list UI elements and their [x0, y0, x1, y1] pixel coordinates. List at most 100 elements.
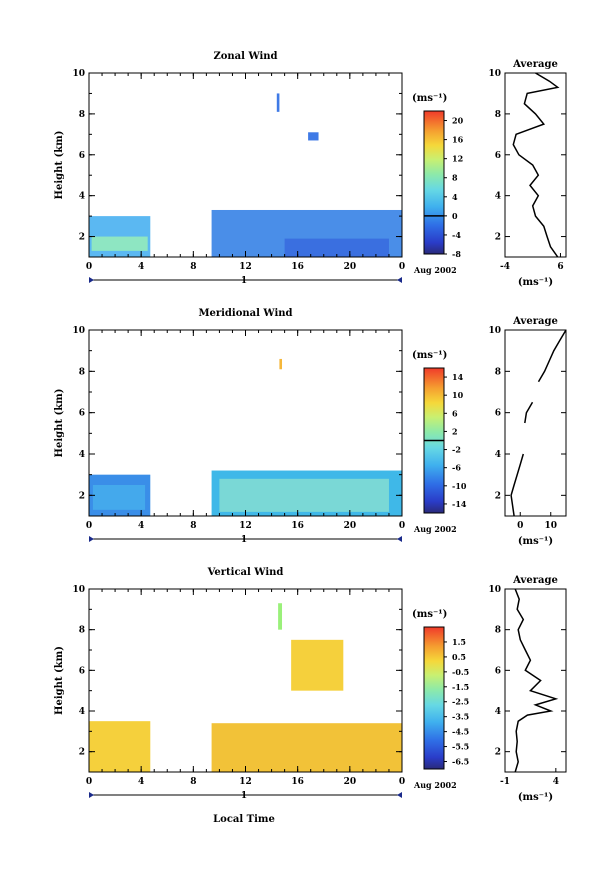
heatmap-cells [89, 603, 402, 772]
average-y-tick-label: 2 [495, 491, 501, 501]
average-y-tick-label: 2 [495, 748, 501, 758]
y-tick-label: 4 [79, 707, 85, 717]
average-x-tick-label: -1 [500, 777, 510, 787]
heatmap-cells [89, 358, 402, 516]
average-y-tick-label: 10 [488, 585, 501, 595]
average-x-tick-label: 6 [557, 262, 563, 272]
x-tick-label: 16 [291, 777, 304, 787]
y-tick-label: 6 [79, 151, 85, 161]
day-bar-start-marker [89, 277, 94, 283]
average-y-tick-label: 8 [495, 626, 501, 636]
average-x-label: (ms⁻¹) [518, 536, 553, 547]
y-tick-label: 10 [72, 585, 85, 595]
heatmap-patch [89, 721, 151, 772]
date-label: Aug 2002 [413, 265, 457, 275]
x-tick-label: 20 [344, 521, 357, 531]
colorbar-tick-label: 0.5 [452, 652, 466, 662]
heatmap-patch [284, 238, 389, 257]
day-marker-label: 1 [241, 791, 247, 801]
day-bar-start-marker [89, 536, 94, 542]
y-axis-label: Height (km) [54, 389, 65, 458]
day-bar-end-marker [397, 277, 402, 283]
colorbar-tick-label: 14 [452, 372, 464, 382]
colorbar [423, 110, 445, 255]
x-tick-label: 8 [190, 777, 196, 787]
day-marker-label: 1 [241, 535, 247, 545]
panel-title: Vertical Wind [207, 567, 284, 578]
average-x-tick-label: -4 [500, 262, 510, 272]
x-tick-label: 4 [138, 262, 144, 272]
x-tick-label: 8 [190, 262, 196, 272]
y-axis-label: Height (km) [54, 131, 65, 200]
colorbar-tick-label: 12 [452, 154, 463, 164]
average-x-label: (ms⁻¹) [518, 792, 553, 803]
average-y-tick-label: 10 [488, 326, 501, 336]
y-tick-label: 4 [79, 192, 85, 202]
x-tick-label: 12 [239, 262, 252, 272]
average-y-tick-label: 4 [495, 450, 501, 460]
day-marker-label: 1 [241, 276, 247, 286]
heatmap-patch [219, 478, 389, 512]
average-profile-line [514, 588, 559, 773]
x-tick-label: 0 [86, 521, 92, 531]
x-axis-label: Local Time [213, 814, 275, 825]
colorbar-tick-label: -8 [452, 249, 461, 259]
colorbar-tick-label: -10 [452, 481, 467, 491]
heatmap-patch [276, 93, 280, 112]
y-tick-label: 8 [79, 367, 85, 377]
average-frame [504, 588, 567, 773]
panel-title: Zonal Wind [213, 51, 277, 62]
x-tick-label: 16 [291, 521, 304, 531]
average-frame [504, 329, 567, 517]
average-y-tick-label: 2 [495, 233, 501, 243]
colorbar-unit-label: (ms⁻¹) [412, 609, 447, 620]
colorbar-tick-label: -6.5 [452, 757, 469, 767]
colorbar-tick-label: 6 [452, 408, 458, 418]
x-tick-label: 0 [86, 262, 92, 272]
average-y-tick-label: 8 [495, 110, 501, 120]
average-profile-line [510, 329, 567, 517]
y-tick-label: 2 [79, 748, 85, 758]
colorbar-tick-label: 4 [452, 192, 458, 202]
y-tick-label: 10 [72, 69, 85, 79]
y-tick-label: 8 [79, 110, 85, 120]
colorbar-tick-label: -6 [452, 463, 461, 473]
average-y-tick-label: 6 [495, 151, 501, 161]
average-x-label: (ms⁻¹) [518, 277, 553, 288]
x-tick-label: 12 [239, 777, 252, 787]
y-tick-label: 4 [79, 450, 85, 460]
day-bar-end-marker [397, 792, 402, 798]
heatmap-patch [278, 603, 283, 630]
heatmap-patch [91, 236, 148, 251]
average-y-tick-label: 4 [495, 707, 501, 717]
average-title: Average [512, 59, 558, 70]
colorbar-tick-label: 8 [452, 173, 458, 183]
x-tick-label: 0 [399, 521, 405, 531]
heatmap-patch [92, 485, 146, 510]
colorbar-unit-label: (ms⁻¹) [412, 93, 447, 104]
average-y-tick-label: 8 [495, 367, 501, 377]
x-tick-label: 0 [399, 262, 405, 272]
x-tick-label: 0 [399, 777, 405, 787]
colorbar [423, 626, 445, 770]
panel-zonal: Zonal Wind 0 4 8 12 16 20 0 2 4 6 8 10 Height (km) 1 Au… [54, 51, 567, 288]
day-bar-end-marker [397, 536, 402, 542]
heatmap-patch [279, 358, 283, 370]
average-title: Average [512, 575, 558, 586]
colorbar-tick-label: 16 [452, 135, 464, 145]
colorbar-tick-label: 20 [452, 116, 464, 126]
average-x-tick-label: 10 [544, 521, 557, 531]
colorbar-tick-label: 2 [452, 426, 458, 436]
x-tick-label: 4 [138, 777, 144, 787]
y-tick-label: 2 [79, 491, 85, 501]
colorbar-tick-label: -14 [452, 499, 467, 509]
x-tick-label: 0 [86, 777, 92, 787]
x-tick-label: 4 [138, 521, 144, 531]
date-label: Aug 2002 [413, 524, 457, 534]
day-bar-start-marker [89, 792, 94, 798]
average-y-tick-label: 10 [488, 69, 501, 79]
average-y-tick-label: 6 [495, 666, 501, 676]
